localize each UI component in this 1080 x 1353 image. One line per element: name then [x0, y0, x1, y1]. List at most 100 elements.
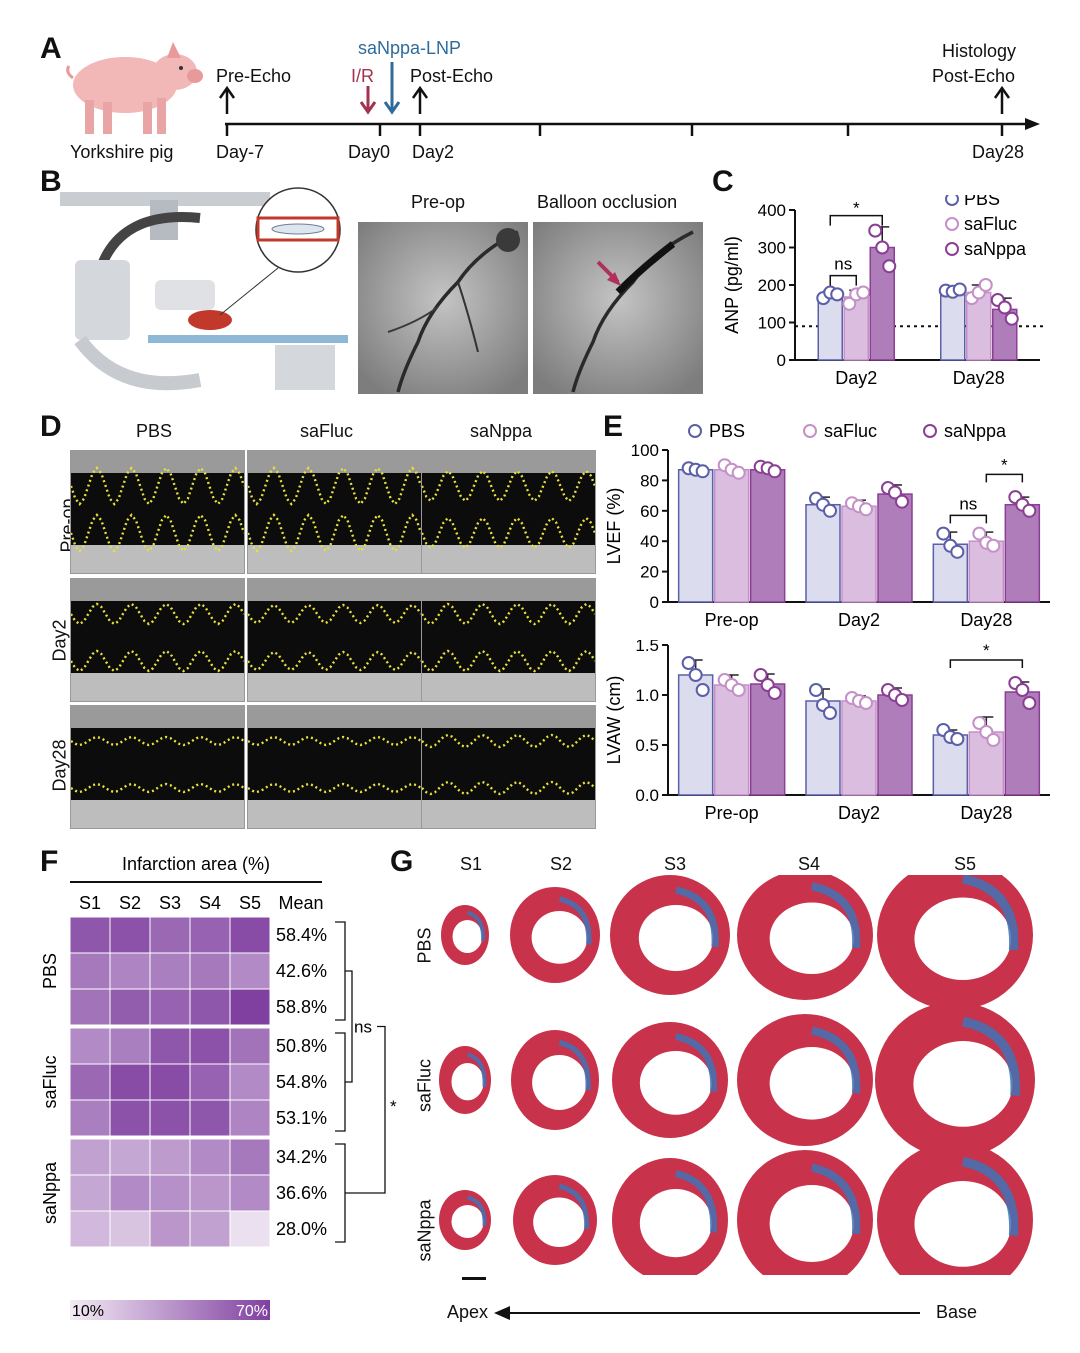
bar: [1004, 691, 1041, 796]
echo-mmode-image: [247, 578, 422, 702]
heatmap-mean-value: 50.8%: [276, 1036, 327, 1056]
fibrosis: [961, 1016, 1021, 1096]
bar: [968, 540, 1005, 603]
lumen: [769, 902, 854, 974]
data-point: [986, 538, 1001, 553]
heatmap-group-label: saFluc: [40, 1055, 60, 1108]
heatmap-cell: [229, 1063, 271, 1101]
pig-illustration: [66, 42, 203, 134]
cath-lab-illustration: [60, 187, 348, 391]
data-point: [859, 502, 873, 517]
x-tick-label: Day28: [960, 803, 1012, 823]
fibrosis: [810, 1026, 861, 1094]
angio-preop-image: [358, 222, 528, 394]
pre-echo-arrow: [218, 85, 236, 114]
hist-row-sanppa: saNppa: [414, 1199, 435, 1262]
heatmap-cell: [69, 1138, 111, 1176]
lumen: [532, 1055, 587, 1110]
fibrosis: [961, 1156, 1019, 1236]
data-point: [888, 485, 902, 500]
lumen: [914, 897, 1012, 980]
panel-letter-c: C: [712, 165, 734, 198]
y-tick-label: 80: [640, 471, 659, 490]
histology-slice: [612, 1022, 728, 1138]
day-label-m7: Day-7: [216, 142, 265, 162]
bar: [877, 493, 913, 603]
heatmap-cell: [109, 1210, 151, 1248]
y-tick-label: 0: [777, 351, 786, 370]
bracket: [335, 1143, 346, 1243]
sig-label: ns: [959, 494, 977, 513]
heatmap-cell: [109, 1099, 151, 1137]
data-point: [695, 464, 710, 479]
lumen: [531, 911, 588, 964]
y-tick-label: 60: [640, 502, 659, 521]
y-tick-label: 300: [758, 239, 786, 258]
day-label-28: Day28: [972, 142, 1025, 162]
data-point: [767, 686, 782, 700]
heatmap-col-label: S5: [239, 893, 261, 913]
heatmap-cell: [69, 1099, 111, 1137]
bar: [940, 289, 966, 361]
heatmap-mean-value: 54.8%: [276, 1072, 327, 1092]
fibrosis: [961, 875, 1019, 951]
lumen: [639, 1051, 712, 1115]
sig-bracket: [829, 214, 883, 226]
histology-slice: [510, 887, 600, 983]
hist-row-pbs: PBS: [414, 927, 435, 964]
fibrosis: [466, 910, 486, 942]
bar: [1004, 503, 1041, 603]
lumen: [914, 1181, 1012, 1267]
echo-row-day28: Day28: [49, 739, 70, 792]
y-tick-label: 100: [631, 441, 659, 460]
heatmap-mean-value: 58.8%: [276, 997, 327, 1017]
heatmap-cell: [229, 1174, 271, 1212]
legend-label: saNppa: [964, 239, 1027, 259]
pre-echo-label: Pre-Echo: [216, 66, 292, 86]
bar: [817, 295, 843, 361]
heatmap-cell: [229, 1027, 271, 1065]
bracket: [335, 921, 346, 1021]
heatmap-cell: [69, 1063, 111, 1101]
legend-marker: [688, 424, 702, 438]
heatmap-mean-value: 58.4%: [276, 925, 327, 945]
data-point: [767, 464, 782, 479]
x-tick-label: Day28: [953, 368, 1005, 388]
y-tick-label: 0: [650, 593, 659, 612]
heatmap-cell: [149, 1174, 191, 1212]
data-point: [986, 733, 1001, 747]
legend-marker: [923, 424, 937, 438]
heatmap-mean-value: 34.2%: [276, 1147, 327, 1167]
heatmap-cell: [109, 1174, 151, 1212]
legend-label: PBS: [709, 421, 745, 441]
histology-slice: [439, 1190, 491, 1250]
heatmap-cell: [69, 1027, 111, 1065]
heatmap-mean-value: 36.6%: [276, 1183, 327, 1203]
data-point: [731, 683, 746, 697]
data-point: [688, 668, 703, 682]
fibrosis: [810, 1163, 861, 1235]
timeline: [218, 62, 1040, 136]
echo-mmode-image: [421, 450, 596, 574]
heatmap-cell: [69, 1210, 111, 1248]
angio-preop-title: Pre-op: [411, 192, 466, 212]
histology-slice: [612, 1158, 728, 1275]
data-point: [859, 696, 873, 710]
data-point: [681, 656, 696, 670]
sig-bracket: [829, 274, 857, 286]
heatmap-cell: [149, 1063, 191, 1101]
bar: [841, 700, 877, 796]
bar: [713, 469, 750, 603]
y-tick-label: 40: [640, 532, 659, 551]
sig-bracket: [949, 659, 1024, 668]
heatmap-cell: [109, 952, 151, 990]
y-tick-label: 20: [640, 563, 659, 582]
ir-arrow: [359, 86, 377, 115]
echo-mmode-image: [70, 705, 245, 829]
histology-slice: [511, 1030, 599, 1130]
apex-label: Apex: [447, 1302, 489, 1322]
bar: [677, 469, 714, 603]
bar: [992, 308, 1018, 361]
heatmap-group-label: saNppa: [40, 1161, 60, 1224]
heatmap-cell: [69, 952, 111, 990]
